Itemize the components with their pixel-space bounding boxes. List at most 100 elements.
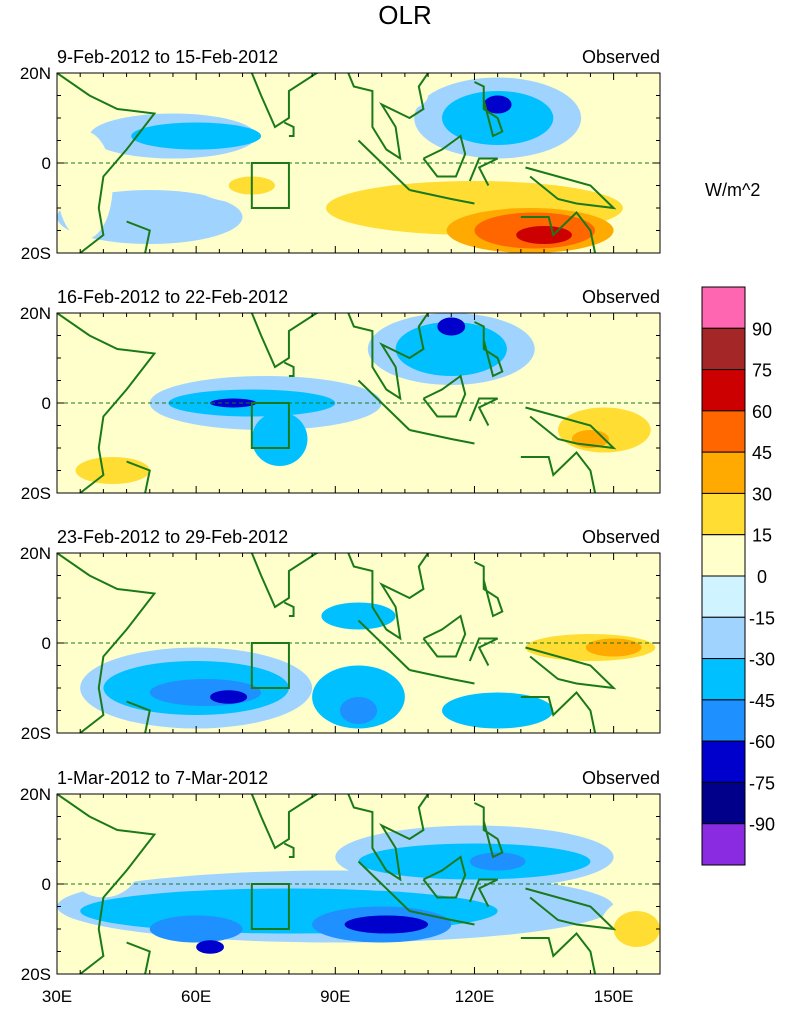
- y-tick-label: 0: [42, 875, 51, 894]
- y-tick-label: 0: [42, 154, 51, 173]
- units-label: W/m^2: [705, 180, 760, 200]
- coastline: [525, 646, 617, 690]
- coastline: [57, 313, 157, 493]
- colorbar-label: 0: [757, 567, 767, 587]
- anomaly-contour: [149, 915, 243, 943]
- panel-label: Observed: [582, 47, 660, 67]
- y-tick-label: 20S: [21, 724, 51, 743]
- map-panel-4: 20N 0 20S 1-Mar-2012 to 7-Mar-2012 Observed 3…: [20, 768, 661, 1006]
- colorbar-label: 90: [752, 319, 772, 339]
- colorbar-swatch: [701, 781, 746, 825]
- colorbar-swatch: [701, 823, 746, 866]
- colorbar-swatch: [701, 369, 746, 412]
- anomaly-contour: [344, 915, 429, 934]
- region-box: [250, 402, 290, 449]
- colorbar-label: -60: [749, 732, 775, 752]
- colorbar-label: 45: [752, 443, 772, 463]
- anomaly-contour: [321, 602, 396, 630]
- y-tick-label: 20S: [21, 244, 51, 263]
- coastline: [468, 397, 499, 426]
- coastline: [409, 189, 475, 205]
- anomaly-contour: [437, 317, 466, 336]
- anomaly-contour: [196, 940, 224, 954]
- coastline: [520, 211, 597, 253]
- coastline: [409, 669, 475, 685]
- anomaly-contour: [75, 457, 150, 484]
- region-box: [250, 642, 290, 689]
- y-tick-label: 20N: [20, 544, 51, 563]
- anomaly-contour: [66, 825, 141, 898]
- x-tick-label: 60E: [181, 987, 211, 1006]
- region-box: [250, 162, 290, 209]
- colorbar-swatch: [701, 534, 746, 577]
- colorbar-label: -15: [749, 608, 775, 628]
- panel-label: Observed: [582, 527, 660, 547]
- colorbar-swatch: [701, 658, 746, 701]
- coastline: [474, 81, 504, 138]
- coastline: [57, 553, 157, 733]
- y-tick-label: 20N: [20, 785, 51, 804]
- panel-label: Observed: [582, 768, 660, 788]
- coastline: [249, 73, 429, 161]
- y-tick-label: 0: [42, 394, 51, 413]
- colorbar-label: -30: [749, 650, 775, 670]
- panel-period: 16-Feb-2012 to 22-Feb-2012: [57, 287, 288, 307]
- coastline: [283, 361, 295, 377]
- coastline: [126, 460, 151, 493]
- y-tick-label: 20S: [21, 965, 51, 984]
- anomaly-contour: [210, 690, 248, 704]
- anomaly-contour: [131, 122, 262, 150]
- coastline: [283, 601, 295, 617]
- coastline: [474, 561, 504, 618]
- x-tick-label: 30E: [42, 987, 72, 1006]
- coastline: [474, 321, 504, 378]
- map-panel-2: 20N 0 20S 16-Feb-2012 to 22-Feb-2012 Observe…: [20, 287, 661, 503]
- coastline: [126, 220, 151, 253]
- coastline: [357, 619, 411, 671]
- y-tick-label: 20N: [20, 64, 51, 83]
- coastline: [249, 794, 429, 882]
- y-tick-label: 20S: [21, 484, 51, 503]
- coastline: [520, 932, 597, 974]
- anomaly-contour: [288, 73, 429, 118]
- colorbar-label: 60: [752, 402, 772, 422]
- x-tick-label: 90E: [320, 987, 350, 1006]
- coastline: [357, 139, 411, 191]
- panel-period: 9-Feb-2012 to 15-Feb-2012: [57, 47, 278, 67]
- anomaly-contour: [516, 226, 572, 244]
- anomaly-contour: [441, 692, 554, 729]
- anomaly-contour: [585, 638, 642, 657]
- anomaly-contour: [567, 553, 660, 603]
- coastline: [520, 451, 597, 493]
- coastline: [422, 134, 467, 178]
- anomaly-contour: [557, 407, 651, 453]
- map-panel-3: 20N 0 20S 23-Feb-2012 to 29-Feb-2012 Observe…: [20, 527, 661, 743]
- colorbar-label: -90: [749, 815, 775, 835]
- colorbar-swatch: [701, 575, 746, 618]
- colorbar-label: 30: [752, 484, 772, 504]
- anomaly-contour: [469, 852, 526, 871]
- coastline: [525, 166, 617, 210]
- coastline: [422, 855, 467, 899]
- colorbar-swatch: [701, 492, 746, 536]
- coastline: [357, 860, 411, 912]
- map-panel-1: 20N 0 20S 9-Feb-2012 to 15-Feb-2012 Observed: [20, 47, 661, 263]
- coastline: [468, 637, 499, 666]
- region-box: [250, 883, 290, 930]
- coastline: [249, 313, 429, 401]
- anomaly-contour: [149, 679, 262, 706]
- anomaly-contour: [483, 95, 512, 114]
- colorbar-swatch: [701, 451, 746, 494]
- coastline: [468, 157, 499, 186]
- anomaly-contour: [395, 322, 507, 376]
- coastline: [357, 379, 411, 431]
- anomaly-contour: [339, 697, 378, 724]
- coastline: [126, 941, 151, 974]
- coastline: [520, 691, 597, 733]
- coastline: [422, 374, 467, 418]
- colorbar-swatch: [701, 740, 746, 783]
- olr-field: [57, 73, 660, 253]
- colorbar-swatch: [701, 616, 746, 660]
- coastline: [283, 121, 295, 137]
